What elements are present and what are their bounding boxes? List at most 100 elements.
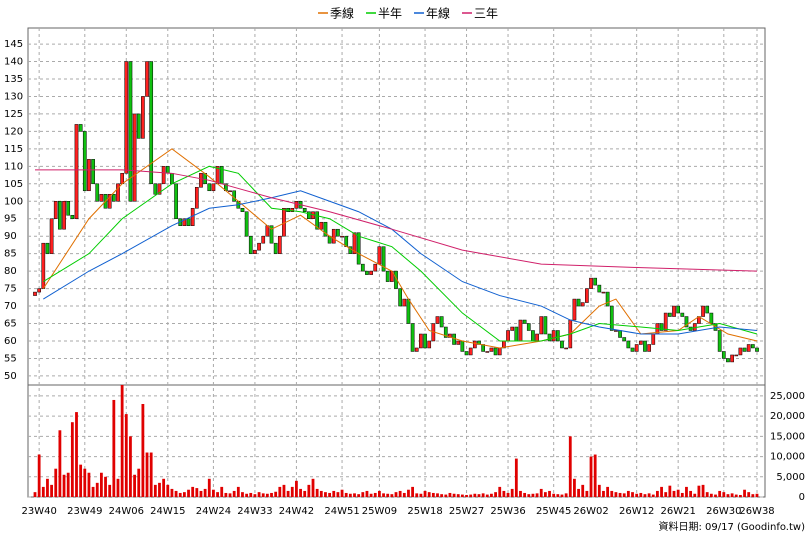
candle (402, 298, 407, 307)
volume-bar (685, 486, 688, 497)
volume-bar (664, 492, 668, 497)
volume-bar (332, 490, 336, 497)
volume-bar (448, 492, 452, 497)
candle (149, 61, 154, 185)
candle (277, 235, 282, 254)
candle (132, 113, 137, 202)
volume-bar (46, 478, 49, 497)
x-tick-label: 24W15 (150, 506, 185, 517)
volume-bar (660, 486, 663, 497)
volume-bar (336, 492, 340, 497)
candle (290, 207, 295, 212)
volume-bar (436, 493, 439, 497)
candle (684, 316, 689, 328)
candle (315, 211, 320, 230)
volume-bar (191, 486, 195, 497)
candle (539, 316, 544, 335)
volume-bar (519, 490, 522, 497)
volume-bar (70, 422, 74, 497)
volume-bar (170, 488, 174, 497)
volume-bar (734, 494, 738, 497)
volume-bar (274, 491, 278, 497)
y2-tick-label: 15,000 (770, 431, 805, 442)
candle (70, 214, 75, 219)
volume-bar (680, 492, 684, 497)
candle (95, 183, 100, 202)
volume-bar (568, 436, 572, 497)
volume-bar (635, 493, 639, 497)
x-tick-label: 25W27 (449, 506, 484, 517)
candle (564, 347, 568, 350)
candle (643, 340, 647, 352)
candle (244, 211, 249, 237)
candle (78, 124, 83, 132)
candle (87, 159, 91, 192)
candle (107, 194, 112, 209)
ma-line (42, 148, 758, 349)
candle (622, 337, 627, 342)
volume-bar (747, 492, 751, 497)
candle (53, 201, 58, 219)
volume-bar (108, 484, 112, 497)
volume-bar (265, 493, 269, 497)
y-tick-label: 85 (4, 249, 17, 260)
candle (253, 249, 257, 254)
x-tick-label: 26W30 (706, 506, 741, 517)
y-tick-label: 125 (4, 109, 23, 120)
x-tick-label: 26W12 (619, 506, 654, 517)
candle (614, 330, 618, 332)
volume-bar (593, 454, 597, 497)
volume-bar (83, 468, 87, 497)
candle (165, 166, 170, 174)
candle (369, 270, 373, 275)
y-tick-label: 145 (4, 39, 23, 50)
volume-bar (415, 493, 419, 497)
candle (62, 201, 66, 230)
volume-bar (120, 385, 124, 497)
candle (755, 347, 759, 352)
candle (460, 340, 465, 352)
candle (323, 221, 328, 237)
volume-bar (552, 493, 556, 497)
y-tick-label: 110 (4, 161, 23, 172)
volume-bar (295, 480, 298, 497)
candle (141, 96, 145, 139)
y-tick-label: 80 (4, 266, 17, 277)
candle (485, 351, 490, 353)
volume-bar (755, 493, 759, 497)
candle (597, 284, 602, 293)
volume-bar (286, 490, 290, 497)
candle (585, 288, 589, 303)
candle (734, 354, 739, 357)
candle (705, 305, 710, 314)
y-tick-label: 60 (4, 336, 17, 347)
volume-bar (739, 494, 742, 497)
candle (356, 232, 361, 265)
candle (526, 323, 531, 331)
candle (182, 218, 187, 226)
volume-bar (58, 430, 62, 497)
volume-bar (145, 452, 149, 497)
x-tick-label: 24W24 (196, 506, 231, 517)
candle (676, 305, 681, 314)
candle (157, 183, 162, 195)
y2-tick-label: 20,000 (770, 411, 805, 422)
candle (294, 201, 299, 209)
volume-bar (369, 493, 373, 497)
candle (506, 330, 510, 342)
candle (701, 305, 705, 317)
x-tick-label: 25W36 (490, 506, 525, 517)
volume-bar (373, 492, 377, 497)
candle (302, 207, 307, 212)
candle (419, 333, 423, 349)
candle (406, 298, 411, 324)
volume-bar (124, 414, 128, 497)
volume-bar (249, 492, 253, 497)
candle (58, 201, 62, 230)
volume-bar (245, 493, 249, 497)
volume-bar (610, 490, 614, 497)
volume-bar (477, 494, 481, 497)
candle (377, 246, 382, 265)
candle (680, 312, 685, 317)
volume-bar (701, 484, 705, 497)
